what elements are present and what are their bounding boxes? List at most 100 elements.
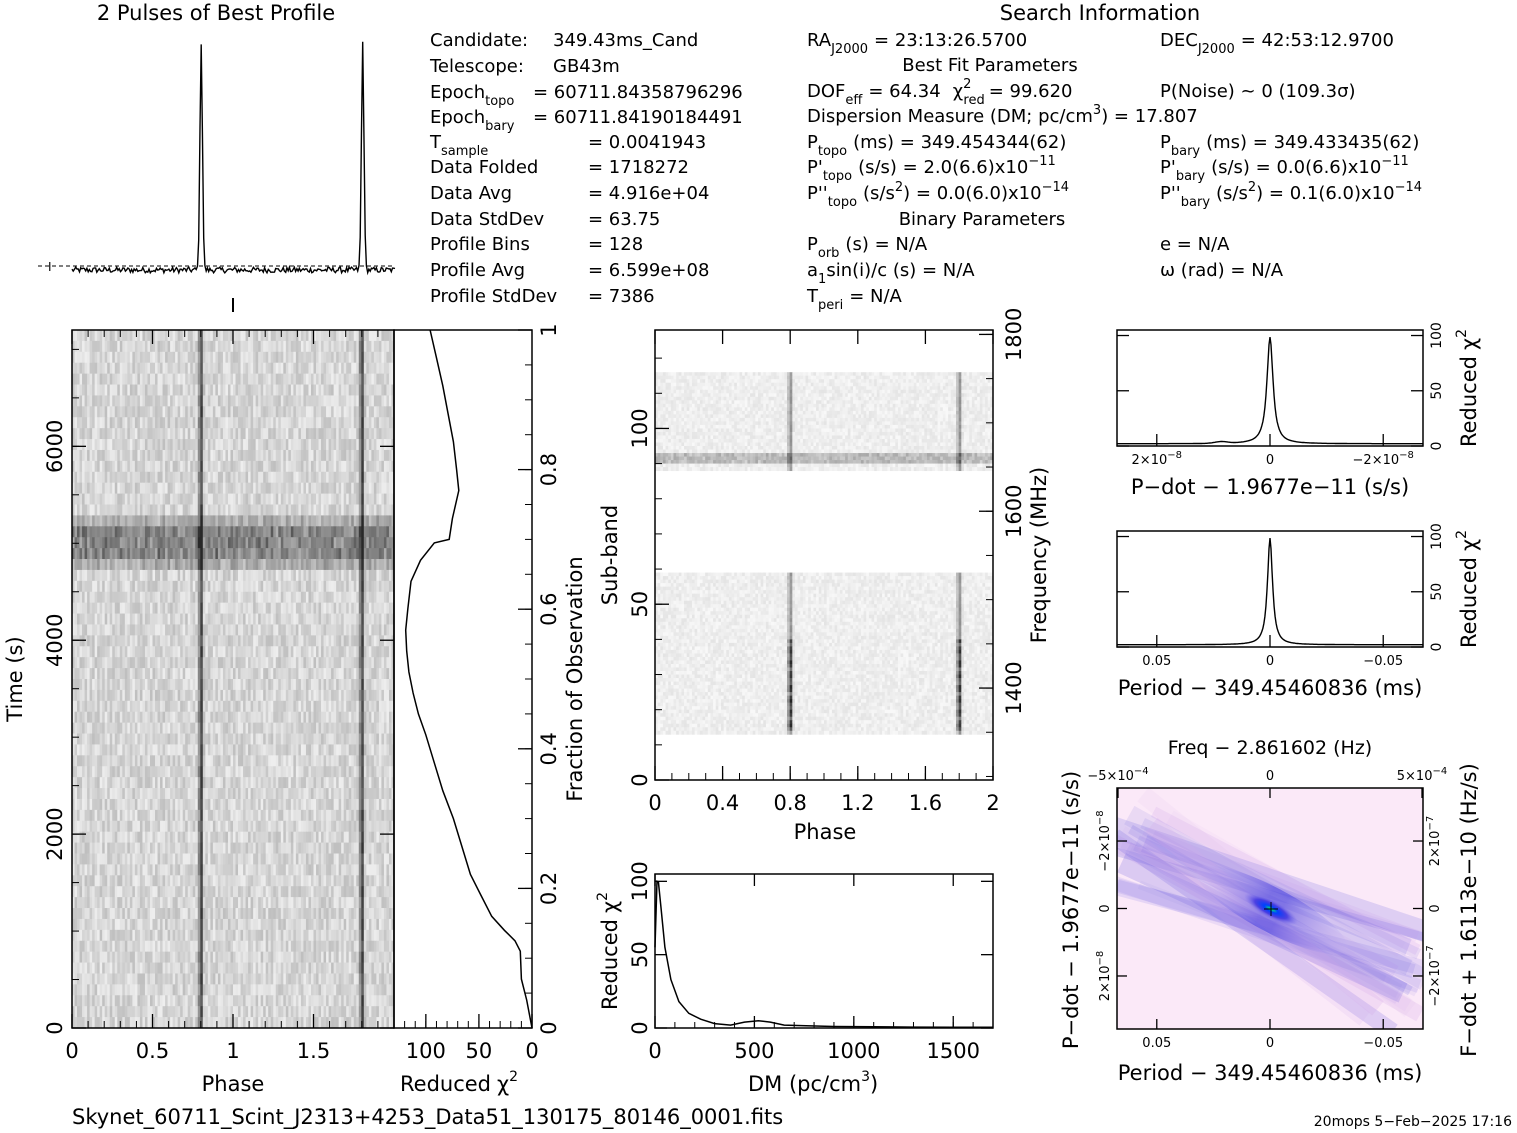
- time-phase-cell: [155, 526, 158, 538]
- time-phase-cell: [119, 733, 123, 745]
- time-phase-cell: [172, 395, 176, 407]
- time-phase-cell: [290, 504, 294, 516]
- time-phase-cell: [313, 395, 317, 407]
- time-phase-cell: [233, 689, 236, 702]
- time-phase-cell: [273, 417, 277, 429]
- time-phase-cell: [323, 417, 327, 429]
- time-phase-cell: [142, 591, 146, 604]
- time-phase-cell: [102, 428, 106, 440]
- time-phase-cell: [207, 569, 211, 582]
- time-phase-cell: [182, 613, 186, 625]
- time-phase-cell: [310, 417, 314, 429]
- time-phase-cell: [182, 493, 186, 505]
- time-phase-cell: [72, 471, 75, 484]
- time-phase-cell: [215, 624, 219, 636]
- time-phase-cell: [167, 635, 171, 647]
- time-phase-cell: [114, 559, 118, 571]
- time-phase-cell: [358, 417, 362, 429]
- time-phase-cell: [285, 591, 289, 604]
- time-phase-cell: [381, 733, 385, 745]
- time-phase-cell: [358, 657, 362, 669]
- time-phase-cell: [265, 646, 269, 658]
- time-phase-cell: [217, 733, 221, 745]
- time-phase-cell: [240, 395, 244, 407]
- time-phase-cell: [310, 460, 314, 473]
- time-phase-cell: [202, 406, 206, 418]
- time-phase-cell: [175, 428, 179, 440]
- time-phase-cell: [87, 428, 91, 440]
- time-phase-cell: [180, 504, 184, 516]
- time-phase-cell: [233, 471, 236, 484]
- time-phase-cell: [275, 471, 279, 484]
- time-phase-cell: [127, 700, 131, 713]
- time-phase-cell: [230, 624, 234, 636]
- time-phase-cell: [308, 689, 312, 702]
- time-phase-cell: [177, 515, 181, 527]
- time-phase-cell: [323, 711, 327, 724]
- time-phase-cell: [341, 733, 345, 745]
- time-phase-cell: [177, 679, 181, 691]
- time-phase-cell: [373, 679, 377, 691]
- time-phase-cell: [87, 449, 91, 462]
- time-phase-cell: [225, 624, 229, 636]
- time-phase-cell: [89, 689, 93, 702]
- time-phase-cell: [371, 362, 375, 375]
- time-phase-cell: [102, 384, 106, 396]
- time-phase-cell: [107, 668, 111, 680]
- time-phase-cell: [248, 733, 252, 745]
- time-phase-cell: [248, 700, 252, 713]
- time-phase-cell: [310, 482, 314, 494]
- time-phase-cell: [341, 569, 345, 582]
- time-phase-cell: [238, 439, 241, 451]
- time-phase-cell: [336, 591, 340, 604]
- time-phase-cell: [190, 439, 194, 451]
- time-phase-cell: [227, 493, 231, 505]
- time-phase-cell: [265, 417, 269, 429]
- time-phase-cell: [207, 613, 211, 625]
- time-phase-cell: [109, 559, 113, 571]
- time-phase-cell: [200, 613, 204, 625]
- time-phase-cell: [200, 537, 204, 549]
- time-phase-cell: [310, 580, 314, 593]
- time-phase-cell: [248, 624, 252, 636]
- time-phase-cell: [243, 548, 246, 560]
- time-phase-cell: [139, 493, 143, 505]
- time-phase-cell: [331, 537, 335, 549]
- time-phase-cell: [167, 733, 171, 745]
- time-phase-cell: [230, 439, 234, 451]
- time-phase-cell: [388, 362, 392, 375]
- time-phase-cell: [321, 340, 324, 353]
- time-phase-cell: [245, 330, 249, 342]
- time-phase-cell: [270, 548, 274, 560]
- time-phase-cell: [132, 340, 136, 353]
- time-phase-cell: [82, 504, 85, 516]
- time-phase-cell: [321, 526, 324, 538]
- time-phase-cell: [127, 646, 131, 658]
- time-phase-cell: [207, 417, 211, 429]
- time-phase-cell: [212, 482, 216, 494]
- time-phase-cell: [87, 613, 91, 625]
- time-phase-cell: [137, 591, 141, 604]
- time-phase-cell: [316, 384, 319, 396]
- time-phase-cell: [117, 428, 121, 440]
- time-phase-cell: [341, 406, 345, 418]
- time-phase-cell: [124, 384, 128, 396]
- time-phase-cell: [142, 362, 146, 375]
- time-phase-cell: [366, 668, 370, 680]
- time-phase-cell: [155, 722, 158, 734]
- time-phase-cell: [129, 679, 133, 691]
- time-phase-cell: [313, 580, 317, 593]
- time-phase-cell: [258, 668, 262, 680]
- time-phase-cell: [177, 700, 181, 713]
- time-phase-cell: [268, 449, 272, 462]
- time-phase-cell: [268, 635, 272, 647]
- time-phase-cell: [373, 569, 377, 582]
- time-phase-cell: [102, 373, 106, 385]
- time-phase-cell: [293, 657, 297, 669]
- time-phase-cell: [283, 700, 287, 713]
- time-phase-cell: [288, 362, 292, 375]
- time-phase-cell: [285, 406, 289, 418]
- time-phase-cell: [182, 406, 186, 418]
- time-phase-cell: [72, 580, 75, 593]
- time-phase-cell: [310, 330, 314, 342]
